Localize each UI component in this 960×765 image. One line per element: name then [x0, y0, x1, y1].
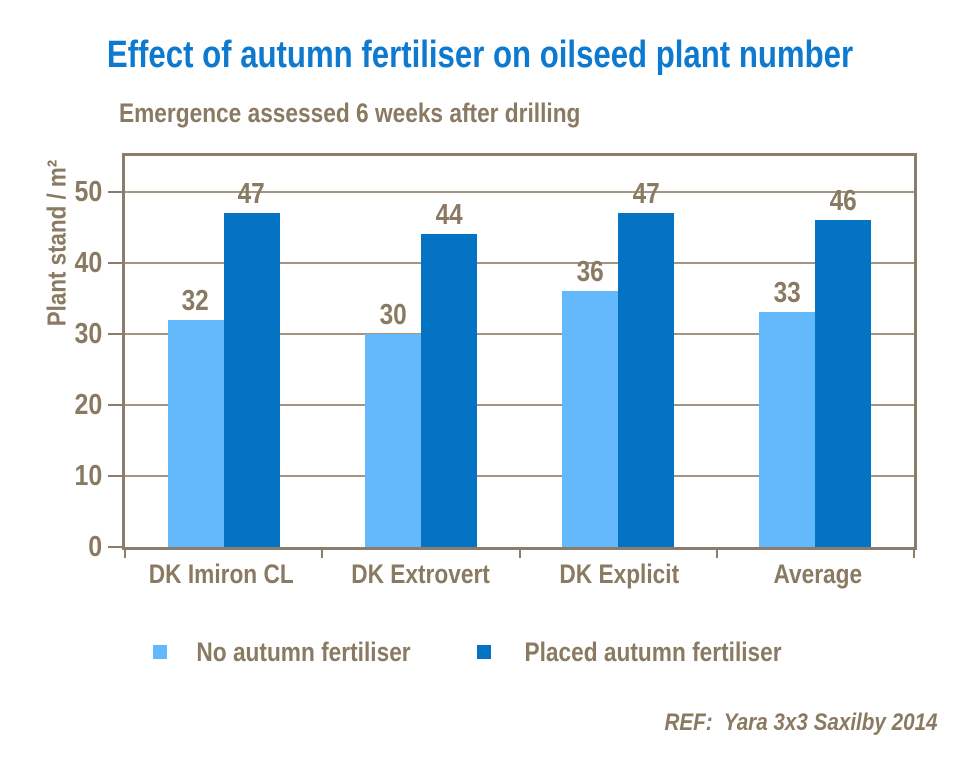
- gridline-10: [125, 474, 914, 477]
- y-tick-label-30: 30: [18, 319, 102, 349]
- category-label-3: Average: [718, 559, 917, 589]
- gridline-50: [125, 190, 914, 193]
- gridline-40: [125, 261, 914, 264]
- legend-swatch-light: [153, 645, 168, 659]
- category-label-0: DK Imiron CL: [122, 559, 321, 589]
- bar-value-label: 30: [365, 300, 421, 330]
- bar-value-label: 32: [168, 286, 224, 316]
- x-tick-mark-0: [124, 550, 126, 558]
- bar-light-3: [759, 312, 816, 547]
- category-label-1: DK Extrovert: [321, 559, 520, 589]
- bar-value-text: 46: [829, 184, 857, 217]
- slide: Effect of autumn fertiliser on oilseed p…: [0, 0, 960, 736]
- legend-label: No autumn fertiliser: [196, 637, 412, 667]
- bar-value-text: 47: [632, 177, 660, 210]
- y-tick-label-text: 0: [88, 531, 102, 563]
- plot-area: 32 47 30 44 36 47 33 46: [108, 153, 917, 558]
- bar-value-label: 47: [618, 179, 674, 209]
- x-tick-mark-1: [321, 550, 324, 558]
- bar-dark-2: [618, 212, 675, 547]
- legend-item-1: Placed autumn fertiliser: [477, 637, 806, 667]
- y-tick-mark-50: [108, 190, 122, 193]
- y-tick-label-text: 20: [74, 388, 102, 421]
- y-tick-mark-20: [108, 403, 122, 406]
- gridline-30: [125, 332, 914, 335]
- bar-light-1: [364, 333, 421, 547]
- y-tick-label-text: 10: [74, 459, 102, 492]
- legend: No autumn fertiliser Placed autumn fertil…: [0, 637, 960, 667]
- chart-subtitle-text: Emergence assessed 6 weeks after drillin…: [119, 98, 581, 128]
- y-tick-label-40: 40: [18, 248, 102, 278]
- bar-value-label: 33: [759, 278, 815, 308]
- y-tick-mark-30: [108, 332, 122, 335]
- legend-swatch-dark: [477, 645, 492, 659]
- bar-light-2: [562, 291, 619, 547]
- bar-dark-1: [420, 234, 477, 547]
- category-label-2: DK Explicit: [520, 559, 719, 589]
- bar-value-text: 30: [379, 298, 407, 331]
- reference-footnote-text: REF: Yara 3x3 Saxilby 2014: [664, 709, 938, 736]
- x-tick-mark-4: [913, 550, 915, 558]
- y-tick-label-text: 30: [74, 317, 102, 350]
- y-tick-mark-40: [108, 261, 122, 264]
- y-tick-mark-10: [108, 474, 122, 477]
- bar-value-label: 46: [815, 186, 871, 216]
- bar-value-label: 36: [562, 257, 618, 287]
- x-tick-mark-2: [518, 550, 521, 558]
- category-label-text: DK Imiron CL: [148, 559, 294, 589]
- chart-title-text: Effect of autumn fertiliser on oilseed p…: [106, 34, 854, 76]
- legend-label: Placed autumn fertiliser: [524, 637, 783, 667]
- category-label-text: DK Explicit: [559, 559, 679, 589]
- y-axis: 0 10 20 30 40 50: [0, 0, 110, 720]
- y-tick-mark-0: [108, 546, 122, 548]
- y-tick-label-text: 40: [74, 246, 102, 279]
- y-tick-label-text: 50: [74, 175, 102, 208]
- bar-value-text: 44: [435, 199, 463, 232]
- legend-item-0: No autumn fertiliser: [153, 637, 431, 667]
- x-axis-category-labels: DK Imiron CL DK Extrovert DK Explicit Avera…: [122, 559, 917, 589]
- y-tick-label-50: 50: [18, 177, 102, 207]
- bar-light-0: [167, 319, 224, 547]
- chart-title: Effect of autumn fertiliser on oilseed p…: [0, 33, 960, 77]
- bar-value-label: 47: [224, 179, 280, 209]
- bar-value-text: 36: [576, 256, 604, 289]
- y-tick-label-10: 10: [18, 461, 102, 491]
- y-tick-label-20: 20: [18, 390, 102, 420]
- bar-value-text: 47: [238, 177, 266, 210]
- bar-dark-0: [223, 212, 280, 547]
- category-label-text: DK Extrovert: [350, 559, 490, 589]
- bar-value-text: 32: [182, 284, 210, 317]
- category-label-text: Average: [773, 559, 862, 589]
- bar-dark-3: [815, 219, 872, 547]
- bar-value-label: 44: [421, 200, 477, 230]
- y-tick-label-0: 0: [18, 532, 102, 562]
- chart-subtitle: Emergence assessed 6 weeks after drillin…: [119, 97, 668, 129]
- gridline-20: [125, 403, 914, 406]
- x-tick-mark-3: [715, 550, 718, 558]
- bar-value-text: 33: [773, 277, 801, 310]
- reference-footnote: REF: Yara 3x3 Saxilby 2014: [594, 681, 938, 765]
